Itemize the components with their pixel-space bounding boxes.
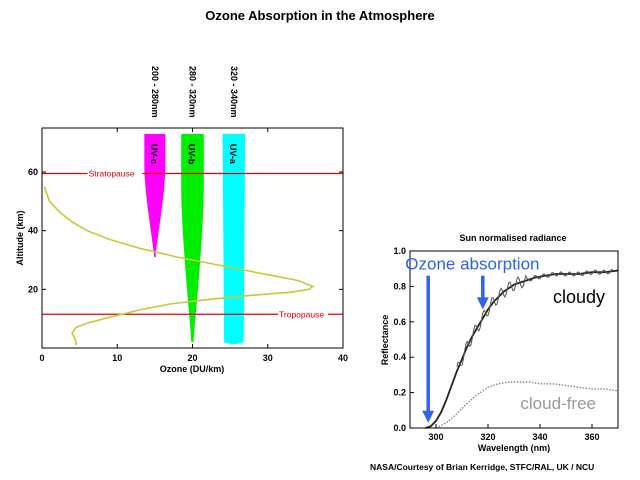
ozone-profile-chart: Stratopause Tropopause 0 10 20 30 40 20 40 60 O…	[15, 66, 348, 374]
x-axis-ticks: 0 10 20 30 40	[39, 128, 348, 363]
band-uv-a	[222, 133, 246, 345]
y-tick-label: 60	[28, 167, 38, 177]
band-labels: UV-c 200 - 280nm UV-b 280 - 320nm UV-a 320 - …	[149, 66, 239, 165]
reference-label-stratopause: Stratopause	[89, 168, 135, 178]
x-tick-label: 30	[263, 353, 273, 363]
plot-frame-right	[409, 250, 619, 429]
y-tick-label-right: 0.8	[393, 281, 406, 291]
y-tick-label-right: 0.6	[393, 317, 406, 327]
band-label-uv-b: UV-b	[187, 144, 197, 165]
x-axis-label-right: Wavelength (nm)	[478, 443, 550, 453]
ozone-profile-line	[43, 186, 315, 346]
y-axis-label-right: Reflectance	[380, 315, 390, 366]
y-axis-ticks-right: 0.0 0.2 0.4 0.6 0.8 1.0	[393, 246, 414, 433]
credit-line: NASA/Courtesy of Brian Kerridge, STFC/RA…	[370, 462, 595, 472]
reflectance-chart: Sun normalised radiance 300 320 340 360 0.0…	[380, 233, 619, 453]
cloud-free-line	[435, 381, 619, 429]
y-tick-label-right: 1.0	[393, 246, 406, 256]
cloudy-line-fine-structure	[456, 268, 614, 367]
page-title: Ozone Absorption in the Atmosphere	[205, 8, 435, 23]
x-tick-label-right: 300	[428, 432, 443, 442]
y-axis-label: Altitude (km)	[15, 210, 25, 265]
band-range-label-uv-c: 200 - 280nm	[150, 66, 160, 118]
arrow-head	[422, 410, 435, 423]
y-axis-ticks: 20 40 60	[28, 167, 343, 294]
y-tick-label-right: 0.2	[393, 388, 406, 398]
ozone-absorption-annotation: Ozone absorption	[405, 254, 539, 273]
band-range-label-uv-a: 320 - 340nm	[229, 66, 239, 118]
ozone-absorption-arrows	[422, 275, 489, 423]
x-tick-label: 10	[112, 353, 122, 363]
band-label-uv-c: UV-c	[149, 144, 159, 164]
x-axis-label: Ozone (DU/km)	[160, 364, 225, 374]
x-tick-label-right: 360	[584, 432, 599, 442]
cloud-free-annotation: cloud-free	[520, 394, 596, 413]
right-chart-title: Sun normalised radiance	[459, 233, 566, 243]
x-tick-label: 20	[187, 353, 197, 363]
band-range-label-uv-b: 280 - 320nm	[188, 66, 198, 118]
arrow-head	[476, 297, 489, 310]
cloudy-oscillation	[456, 268, 614, 367]
x-tick-label: 0	[39, 353, 44, 363]
band-uv-b	[181, 133, 204, 343]
reference-label-bg	[87, 169, 143, 179]
reference-label-tropopause: Tropopause	[279, 309, 324, 319]
x-tick-label-right: 320	[480, 432, 495, 442]
reference-lines: Stratopause Tropopause	[42, 168, 343, 320]
y-tick-label-right: 0.4	[393, 352, 406, 362]
y-tick-label: 40	[28, 226, 38, 236]
band-label-uv-a: UV-a	[228, 144, 238, 165]
y-tick-label: 20	[28, 284, 38, 294]
reference-label-bg	[278, 310, 329, 320]
band-uv-c	[144, 133, 166, 258]
y-tick-label-right: 0.0	[393, 423, 406, 433]
x-axis-ticks-right: 300 320 340 360	[428, 424, 600, 442]
x-tick-label-right: 340	[532, 432, 547, 442]
cloudy-annotation: cloudy	[553, 287, 605, 307]
x-tick-label: 40	[338, 353, 348, 363]
uv-bands	[144, 133, 246, 345]
